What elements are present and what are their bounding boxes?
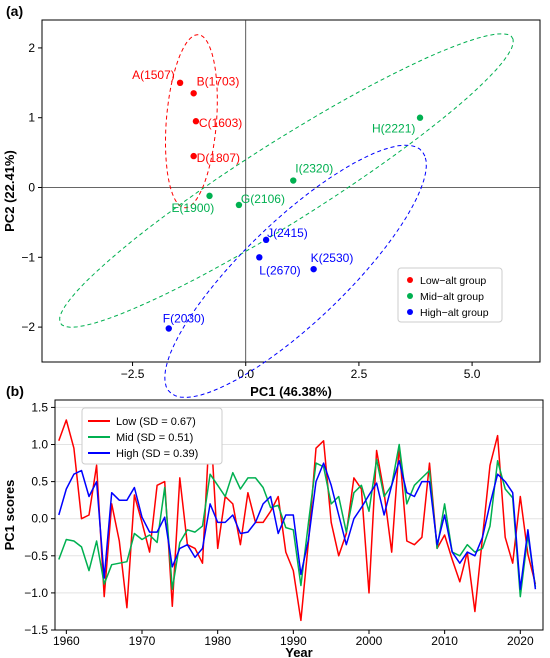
x-tick-label-b: 2010 [431, 634, 458, 648]
point-label: H(2221) [372, 122, 415, 136]
data-point [310, 265, 317, 273]
series-line [58, 443, 537, 598]
y-axis-label-a: PC2 (22.41%) [2, 150, 17, 232]
y-tick-label-b: 0.5 [31, 475, 48, 489]
data-point [256, 254, 263, 261]
point-label: A(1507) [132, 68, 175, 82]
y-tick-label-b: 1.0 [31, 438, 48, 452]
y-tick-label-a: 2 [28, 41, 35, 55]
x-tick-label-a: −2.5 [121, 367, 145, 381]
legend-marker [407, 277, 413, 283]
legend-label: High−alt group [420, 307, 489, 319]
y-tick-label-a: 1 [28, 111, 35, 125]
data-point [176, 79, 184, 87]
x-axis-label-b: Year [285, 645, 312, 658]
legend-label: Mid−alt group [420, 291, 484, 303]
data-point [190, 90, 197, 97]
x-axis-label-a: PC1 (46.38%) [250, 384, 332, 399]
data-point [165, 325, 172, 332]
data-point [192, 118, 200, 125]
series-line [58, 460, 537, 590]
x-tick-label-b: 2020 [507, 634, 534, 648]
data-point [290, 177, 297, 184]
x-tick-label-b: 1960 [53, 634, 80, 648]
y-tick-label-b: −0.5 [24, 549, 48, 563]
x-tick-label-b: 2000 [356, 634, 383, 648]
point-label: K(2530) [311, 251, 354, 265]
y-tick-label-a: −2 [21, 320, 35, 334]
plot-b-frame [54, 399, 544, 631]
point-label: E(1900) [172, 201, 215, 215]
panel-a-tag: (a) [6, 3, 23, 19]
legend-label: Mid (SD = 0.51) [116, 432, 193, 444]
y-tick-label-a: 0 [28, 181, 35, 195]
point-label: D(1807) [197, 151, 240, 165]
x-tick-label-b: 1970 [129, 634, 156, 648]
group-ellipse [164, 144, 427, 398]
legend-label: Low−alt group [420, 275, 486, 287]
y-axis-label-b: PC1 scores [2, 480, 17, 551]
legend-b [81, 407, 223, 465]
x-tick-label-a: 5.0 [464, 367, 481, 381]
point-label: C(1603) [199, 116, 242, 130]
y-tick-label-b: −1.0 [24, 586, 48, 600]
y-tick-label-b: 0.0 [31, 512, 48, 526]
data-point [190, 152, 197, 160]
legend-a [397, 267, 503, 323]
series-line [58, 415, 537, 622]
point-label: F(2030) [163, 311, 205, 325]
point-label: J(2415) [267, 226, 308, 240]
point-label: L(2670) [259, 263, 300, 277]
legend-label: Low (SD = 0.67) [116, 416, 196, 428]
panel-b-tag: (b) [6, 383, 24, 399]
legend-label: High (SD = 0.39) [116, 448, 198, 460]
data-point [235, 201, 243, 209]
legend-marker [407, 293, 413, 299]
x-tick-label-b: 1990 [280, 634, 307, 648]
y-tick-label-b: 1.5 [31, 400, 48, 414]
legend-marker [407, 309, 413, 315]
point-label: G(2106) [241, 192, 285, 206]
x-tick-label-b: 1980 [204, 634, 231, 648]
y-tick-label-b: −1.5 [24, 623, 48, 637]
point-label: B(1703) [197, 74, 240, 88]
y-tick-label-a: −1 [21, 250, 35, 264]
group-ellipse [165, 34, 218, 209]
x-tick-label-a: 2.5 [351, 367, 368, 381]
point-label: I(2320) [295, 162, 333, 176]
plot-a-frame [41, 19, 541, 363]
data-point [206, 192, 213, 200]
data-point [416, 114, 424, 121]
data-point [262, 236, 270, 244]
